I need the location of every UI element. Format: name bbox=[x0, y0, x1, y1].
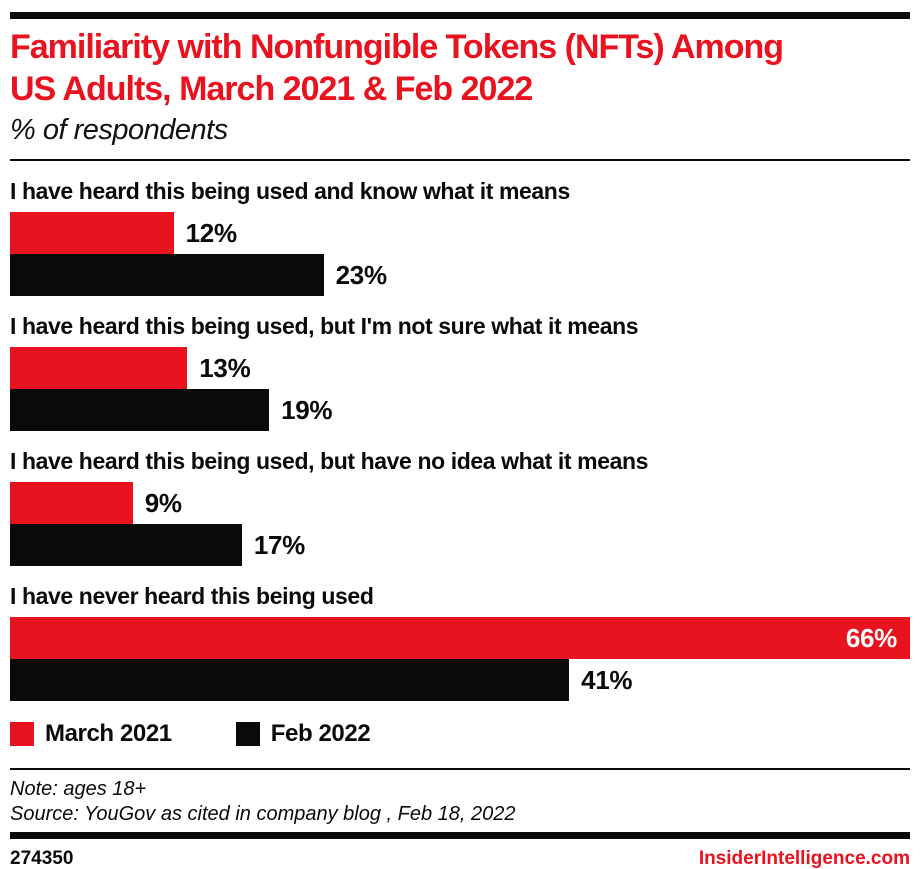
page-title-line-2: US Adults, March 2021 & Feb 2022 bbox=[10, 70, 533, 108]
value-label: 9% bbox=[144, 487, 182, 518]
bar-row: 23% bbox=[10, 254, 910, 296]
bar-feb-2022 bbox=[10, 254, 324, 296]
bar-row: 12% bbox=[10, 212, 910, 254]
bar-row: 19% bbox=[10, 389, 910, 431]
chart-group: I have heard this being used, but have n… bbox=[10, 447, 910, 566]
value-label: 23% bbox=[335, 259, 387, 290]
legend-swatch-march-2021-icon bbox=[10, 722, 34, 746]
bar-march-2021 bbox=[10, 212, 174, 254]
page-subtitle: % of respondents bbox=[10, 114, 228, 146]
category-label: I have heard this being used, but I'm no… bbox=[10, 313, 639, 339]
bar-feb-2022 bbox=[10, 659, 570, 701]
footer-divider bbox=[10, 768, 910, 770]
page-title-line-1: Familiarity with Nonfungible Tokens (NFT… bbox=[10, 28, 784, 66]
value-label: 66% bbox=[845, 623, 897, 653]
bar-row: 41% bbox=[10, 659, 910, 701]
bar-feb-2022 bbox=[10, 524, 242, 566]
bar-row: 17% bbox=[10, 524, 910, 566]
category-label: I have heard this being used and know wh… bbox=[10, 178, 570, 204]
bar-row: 13% bbox=[10, 347, 910, 389]
legend-item-march-2021: March 2021 bbox=[10, 720, 172, 748]
bar-feb-2022 bbox=[10, 389, 270, 431]
legend: March 2021 Feb 2022 bbox=[10, 720, 910, 748]
legend-item-feb-2022: Feb 2022 bbox=[235, 720, 371, 748]
bar-march-2021 bbox=[10, 482, 133, 524]
notes-block: Note: ages 18+ Source: YouGov as cited i… bbox=[10, 777, 910, 827]
footer-row: 274350 InsiderIntelligence.com bbox=[10, 848, 910, 869]
chart-group: I have never heard this being used 66% 41% bbox=[10, 582, 910, 701]
chart-group: I have heard this being used, but I'm no… bbox=[10, 312, 910, 431]
value-label: 13% bbox=[199, 352, 251, 383]
chart-group: I have heard this being used and know wh… bbox=[10, 177, 910, 296]
value-label: 12% bbox=[185, 217, 237, 248]
bar-march-2021: 66% bbox=[10, 617, 910, 659]
category-label: I have never heard this being used bbox=[10, 583, 374, 609]
bar-row: 9% bbox=[10, 482, 910, 524]
source-line: Source: YouGov as cited in company blog … bbox=[10, 803, 516, 825]
value-label: 19% bbox=[281, 394, 333, 425]
bottom-divider bbox=[10, 832, 910, 839]
top-divider bbox=[10, 12, 910, 19]
value-label: 17% bbox=[253, 529, 305, 560]
header-divider bbox=[10, 159, 910, 161]
note-line: Note: ages 18+ bbox=[10, 778, 147, 800]
bar-row: 66% bbox=[10, 617, 910, 659]
page-title: Familiarity with Nonfungible Tokens (NFT… bbox=[10, 26, 910, 110]
chart-id: 274350 bbox=[10, 848, 74, 869]
bar-chart: I have heard this being used and know wh… bbox=[10, 177, 910, 701]
legend-swatch-feb-2022-icon bbox=[235, 722, 260, 746]
value-label: 41% bbox=[581, 664, 633, 695]
legend-label: March 2021 bbox=[45, 720, 172, 747]
bar-march-2021 bbox=[10, 347, 188, 389]
website-link[interactable]: InsiderIntelligence.com bbox=[698, 848, 910, 869]
category-label: I have heard this being used, but have n… bbox=[10, 448, 649, 474]
legend-label: Feb 2022 bbox=[270, 720, 371, 747]
